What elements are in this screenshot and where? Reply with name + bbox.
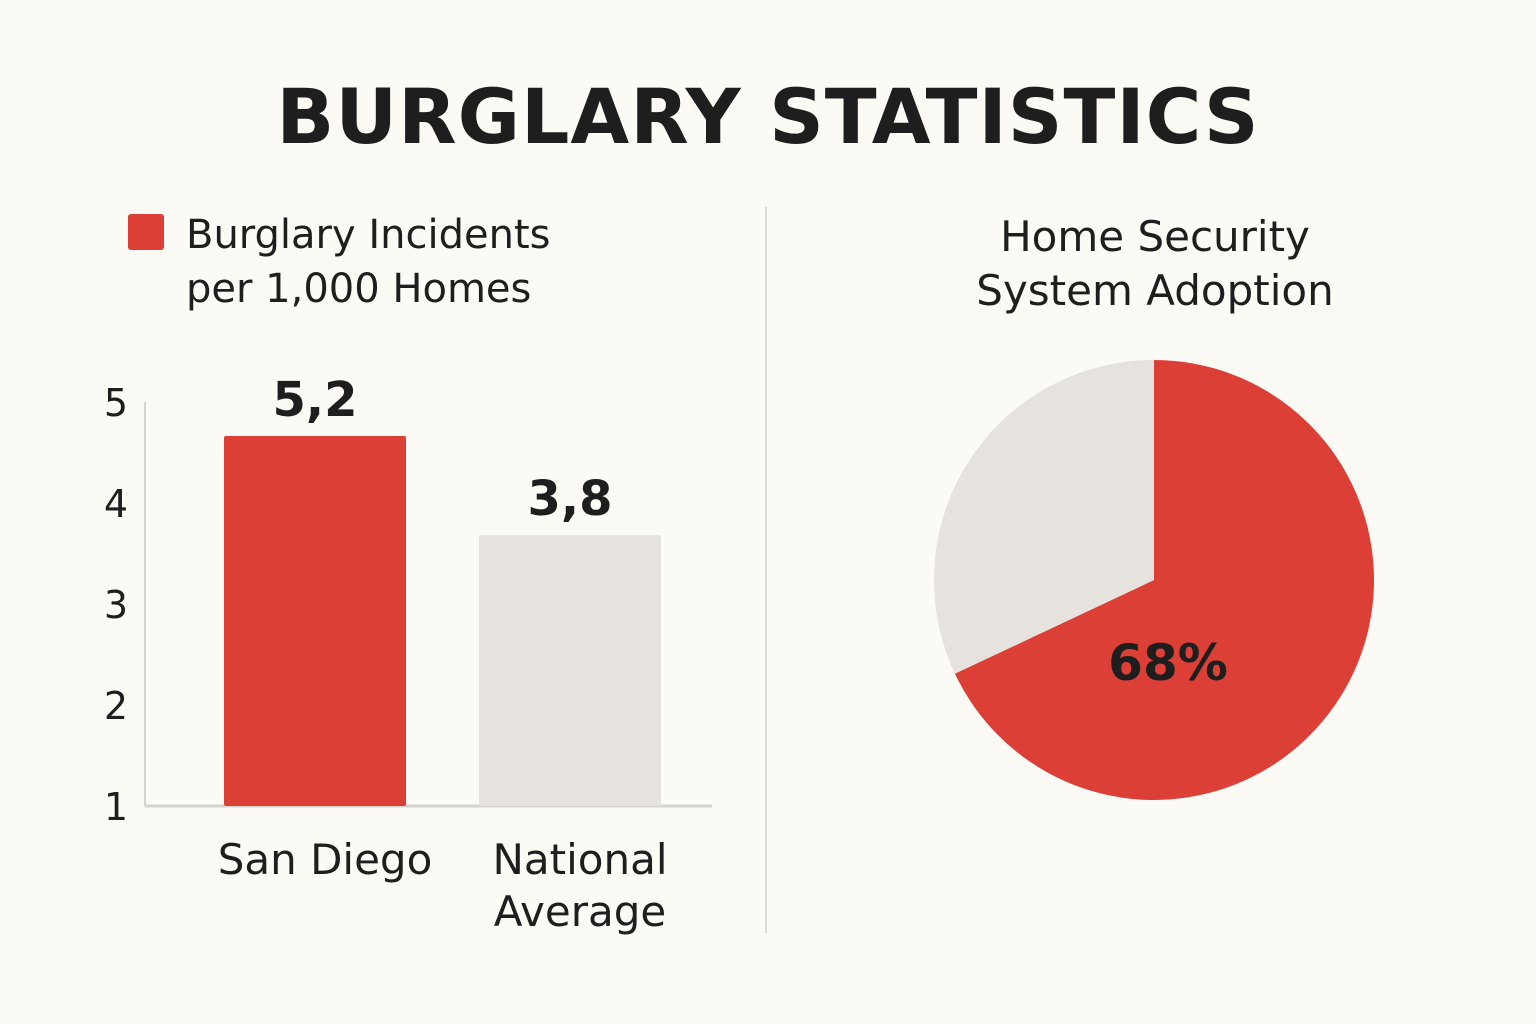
y-tick-label: 1	[104, 785, 128, 829]
bar-san-diego	[224, 436, 406, 806]
bar-national-average	[479, 535, 661, 806]
legend-label: Burglary Incidents per 1,000 Homes	[186, 212, 551, 312]
x-category-label-line: National	[492, 835, 667, 884]
pie-slice-adopted	[954, 360, 1374, 801]
y-tick-label: 4	[104, 482, 128, 526]
y-tick-label: 3	[104, 583, 128, 627]
page-title: BURGLARY STATISTICS	[276, 72, 1260, 161]
bar-chart-legend: Burglary Incidents per 1,000 Homes	[128, 208, 606, 316]
x-category-label: San Diego	[218, 835, 433, 884]
y-tick-label: 2	[104, 684, 128, 728]
pie-slice-remaining	[933, 360, 1154, 674]
panel-divider	[765, 207, 767, 933]
x-category-label: National Average	[492, 835, 667, 936]
bar-value-label: 3,8	[527, 471, 612, 527]
bar-value-label: 5,2	[272, 372, 357, 428]
legend-swatch	[128, 214, 164, 250]
pie-chart-title: Home Security System Adoption	[976, 212, 1334, 315]
y-tick-label: 5	[104, 381, 128, 425]
pie-slice-label: 68%	[1108, 634, 1228, 692]
x-category-label-line: Average	[494, 887, 666, 936]
x-category-label-line: San Diego	[218, 835, 433, 884]
